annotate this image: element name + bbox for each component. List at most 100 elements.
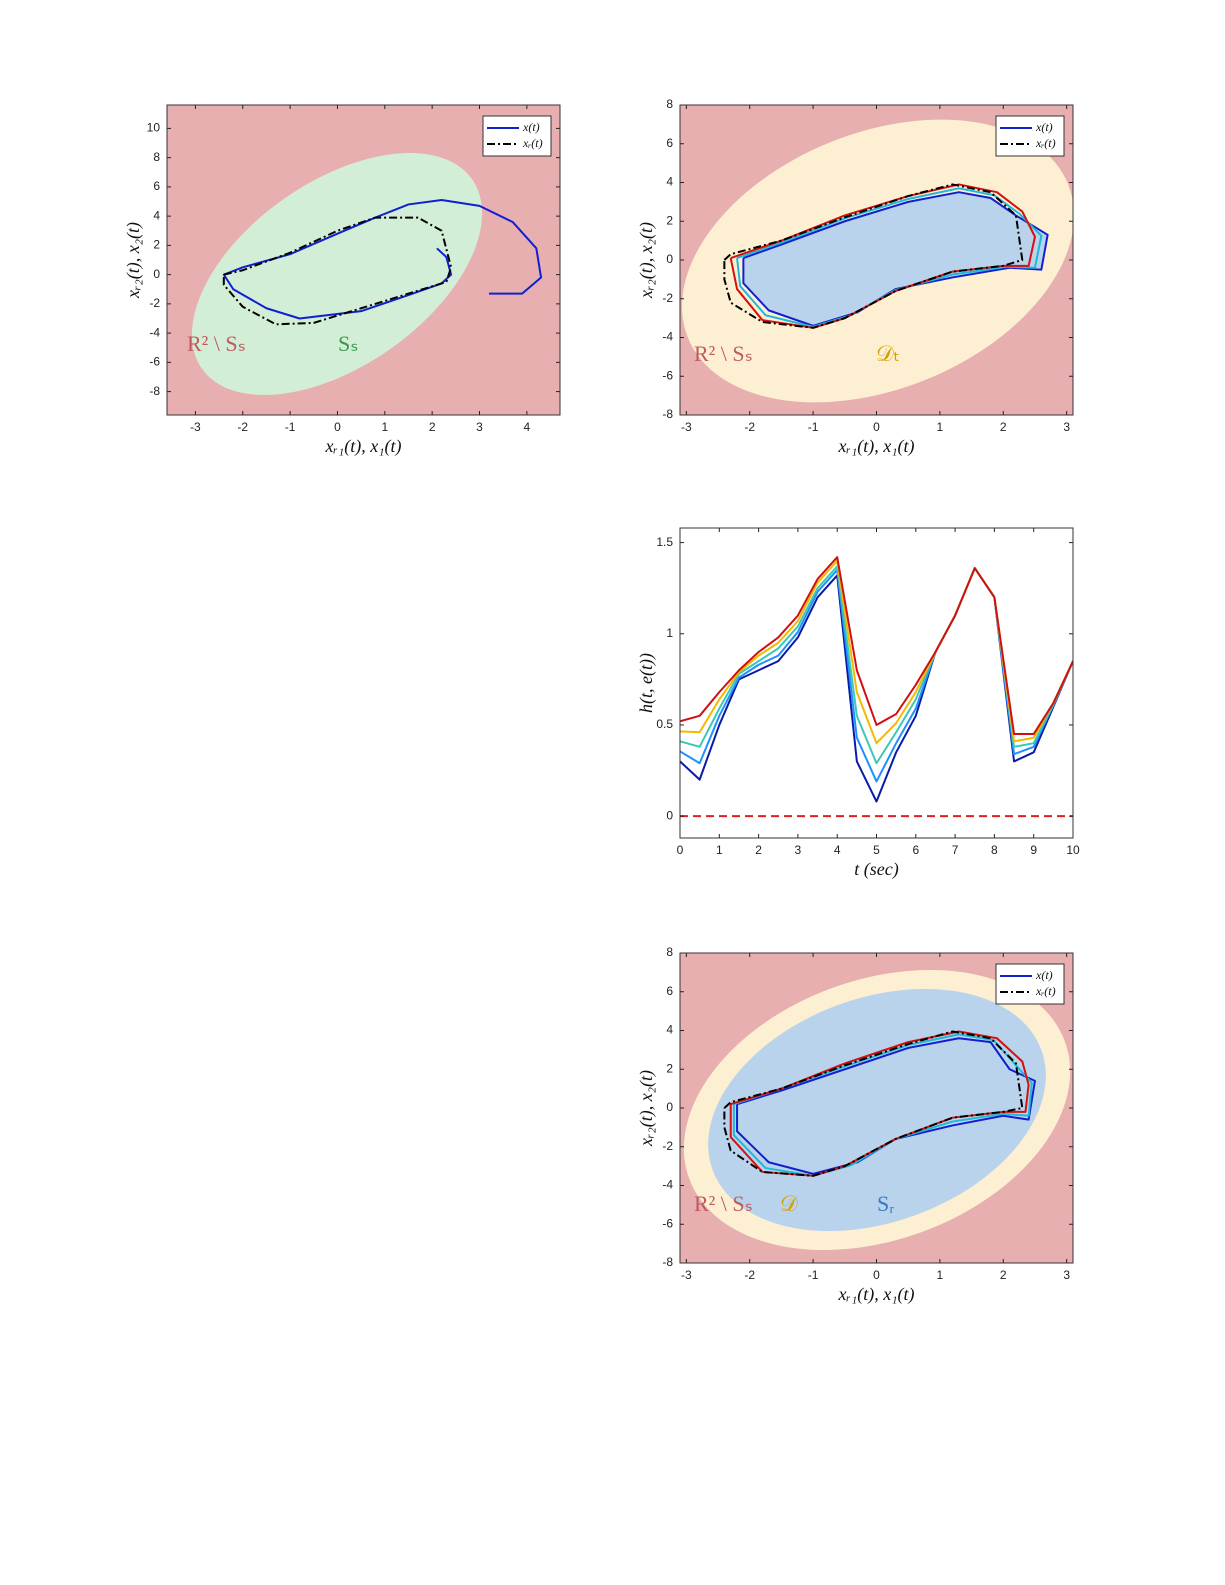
y-tick-label: 1.5 [656, 535, 673, 549]
x-tick-label: 0 [873, 420, 880, 434]
y-tick-label: -8 [662, 1255, 673, 1269]
legend-label: x(t) [1035, 120, 1053, 134]
y-tick-label: 0 [153, 267, 160, 281]
x-tick-label: -3 [681, 420, 692, 434]
x-tick-label: -2 [237, 420, 248, 434]
chart: -3 -2 -1 0 1 2 3 -8 -6 -4 -2 0 2 4 6 8 R² \ Sₛ 𝒟ₜ xᵣ₁(t), … [636, 97, 1074, 457]
y-tick-label: -2 [149, 296, 160, 310]
x-tick-label: 2 [429, 420, 436, 434]
x-axis-label: xᵣ₁(t), x₁(t) [838, 1284, 915, 1305]
series-line [723, 1030, 1024, 1177]
plot-area [680, 556, 1073, 818]
x-tick-label: -2 [744, 420, 755, 434]
y-tick-label: 2 [666, 213, 673, 227]
annotation: R² \ Sₛ [694, 1191, 753, 1216]
x-tick-label: 3 [476, 420, 483, 434]
annotation: Sₛ [338, 331, 358, 356]
y-tick-label: -6 [662, 1216, 673, 1230]
x-tick-label: 2 [755, 843, 762, 857]
x-tick-label: 4 [524, 420, 531, 434]
y-tick-label: -4 [662, 330, 673, 344]
x-axis-label: xᵣ₁(t), x₁(t) [838, 436, 915, 457]
plot-frame [679, 952, 1074, 1264]
x-tick-label: 1 [937, 420, 944, 434]
annotation: 𝒟 [780, 1191, 798, 1216]
x-tick-label: -2 [744, 1268, 755, 1282]
y-axis-label: xᵣ₂(t), x₂(t) [123, 222, 144, 299]
x-tick-label: -1 [808, 1268, 819, 1282]
y-tick-label: 4 [666, 1023, 673, 1037]
legend-box [995, 115, 1065, 157]
annotation: R² \ Sₛ [187, 331, 246, 356]
region [708, 988, 1046, 1232]
y-tick-label: 8 [153, 150, 160, 164]
series-line [680, 556, 1073, 736]
x-tick-label: 5 [873, 843, 880, 857]
y-tick-label: 6 [153, 179, 160, 193]
x-tick-label: 3 [795, 843, 802, 857]
y-tick-label: 8 [666, 97, 673, 111]
x-tick-label: -1 [808, 420, 819, 434]
plot-area [191, 153, 543, 395]
x-tick-label: 4 [834, 843, 841, 857]
y-tick-label: 8 [666, 945, 673, 959]
y-tick-label: 0 [666, 808, 673, 822]
x-tick-label: 7 [952, 843, 959, 857]
x-tick-label: -1 [285, 420, 296, 434]
y-tick-label: -6 [149, 355, 160, 369]
region-fill [743, 192, 1048, 326]
legend-label: xᵣ(t) [522, 136, 543, 150]
y-tick-label: 6 [666, 136, 673, 150]
legend-label: xᵣ(t) [1035, 136, 1056, 150]
x-tick-label: 10 [1066, 843, 1080, 857]
legend-label: x(t) [1035, 968, 1053, 982]
x-tick-label: 1 [937, 1268, 944, 1282]
y-axis-label: xᵣ₂(t), x₂(t) [636, 222, 657, 299]
y-tick-label: -4 [662, 1178, 673, 1192]
plot-frame [679, 104, 1074, 416]
y-tick-label: -2 [662, 1139, 673, 1153]
y-tick-label: -8 [662, 407, 673, 421]
x-tick-label: 8 [991, 843, 998, 857]
legend-box [482, 115, 552, 157]
y-tick-label: -6 [662, 368, 673, 382]
x-tick-label: 3 [1063, 420, 1070, 434]
x-tick-label: 0 [334, 420, 341, 434]
y-tick-label: 0.5 [656, 717, 673, 731]
series-line [736, 1037, 1036, 1175]
y-tick-label: 0 [666, 1100, 673, 1114]
series-line [723, 183, 1024, 329]
plot-frame [166, 104, 561, 416]
annotation: 𝒟ₜ [876, 341, 900, 366]
x-tick-label: 0 [873, 1268, 880, 1282]
x-tick-label: -3 [681, 1268, 692, 1282]
series-line [736, 187, 1043, 328]
plot-area [683, 969, 1071, 1251]
annotation: Sᵣ [877, 1191, 894, 1216]
y-tick-label: 10 [147, 121, 161, 135]
x-tick-label: 3 [1063, 1268, 1070, 1282]
legend-label: xᵣ(t) [1035, 984, 1056, 998]
y-axis-label: xᵣ₂(t), x₂(t) [636, 1070, 657, 1147]
plot-area [681, 119, 1073, 403]
chart: 0 1 2 3 4 5 6 7 8 9 10 0 0.5 1 1.5 t (sec) h(t, e(t)) [636, 527, 1080, 880]
legend-label: x(t) [522, 120, 540, 134]
x-tick-label: 6 [912, 843, 919, 857]
x-tick-label: -3 [190, 420, 201, 434]
series-line [742, 191, 1049, 327]
chart: -3 -2 -1 0 1 2 3 -8 -6 -4 -2 0 2 4 6 8 R² \ Sₛ 𝒟 Sᵣ xᵣ₁(t),… [636, 945, 1074, 1305]
region [191, 153, 483, 395]
y-tick-label: 1 [666, 626, 673, 640]
x-tick-label: 1 [381, 420, 388, 434]
y-tick-label: 6 [666, 984, 673, 998]
y-tick-label: -2 [662, 291, 673, 305]
x-axis-label: t (sec) [854, 859, 898, 880]
legend-box [995, 963, 1065, 1005]
y-tick-label: 2 [666, 1061, 673, 1075]
y-tick-label: 4 [666, 175, 673, 189]
x-tick-label: 9 [1030, 843, 1037, 857]
y-tick-label: 2 [153, 238, 160, 252]
y-tick-label: -8 [149, 384, 160, 398]
y-tick-label: -4 [149, 325, 160, 339]
